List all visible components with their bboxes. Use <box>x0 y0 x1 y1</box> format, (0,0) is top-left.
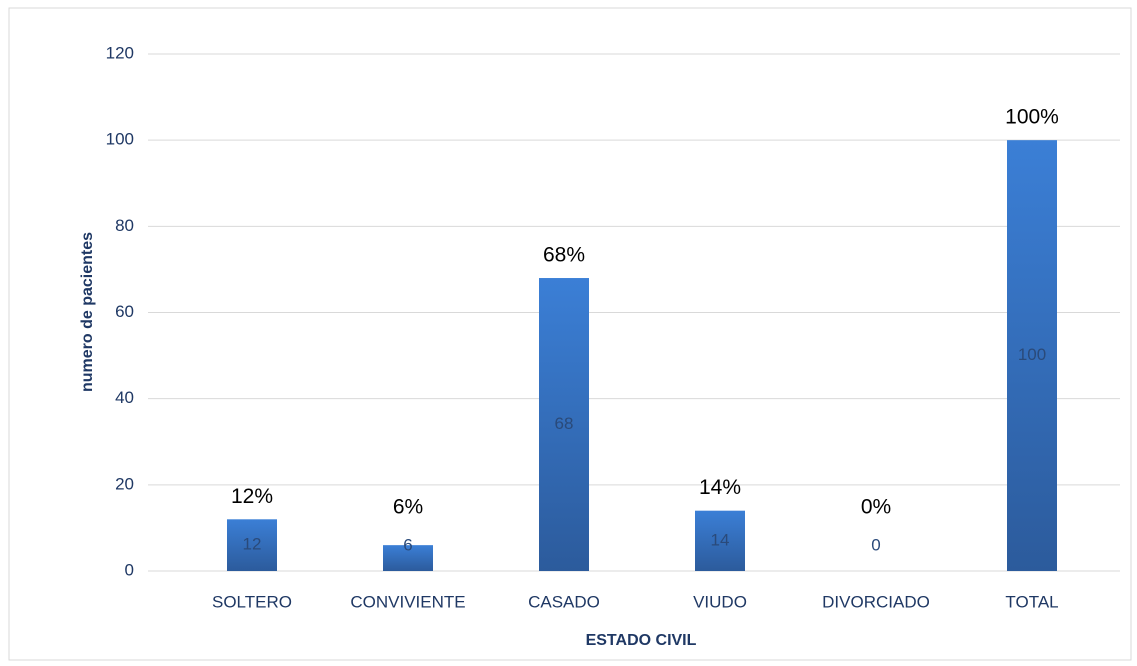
bar-value-label: 6 <box>403 535 412 554</box>
bar-percent-label: 6% <box>393 496 423 519</box>
bar-percent-label: 100% <box>1005 106 1059 129</box>
y-tick-label: 20 <box>115 474 134 493</box>
bar-value-label: 12 <box>243 535 262 554</box>
y-tick-label: 100 <box>106 130 134 149</box>
x-tick-label: TOTAL <box>1005 592 1058 611</box>
x-tick-label: VIUDO <box>693 592 747 611</box>
y-tick-label: 40 <box>115 388 134 407</box>
bar-value-label: 0 <box>871 535 880 554</box>
x-tick-label: DIVORCIADO <box>822 592 930 611</box>
y-tick-label: 80 <box>115 216 134 235</box>
bar-percent-label: 0% <box>861 496 891 519</box>
bar-percent-label: 68% <box>543 244 585 267</box>
bar <box>539 278 589 571</box>
y-tick-label: 120 <box>106 43 134 62</box>
y-axis-title: numero de pacientes <box>79 232 96 392</box>
x-tick-label: CASADO <box>528 592 600 611</box>
bar <box>227 519 277 571</box>
y-tick-label: 0 <box>125 560 134 579</box>
y-tick-label: 60 <box>115 302 134 321</box>
bar-value-label: 68 <box>555 414 574 433</box>
bar-value-label: 14 <box>711 530 730 549</box>
x-tick-label: SOLTERO <box>212 592 292 611</box>
bar <box>1007 140 1057 571</box>
bar <box>383 545 433 571</box>
x-tick-label: CONVIVIENTE <box>350 592 465 611</box>
bar-percent-label: 14% <box>699 476 741 499</box>
bar <box>695 510 745 571</box>
x-axis-title: ESTADO CIVIL <box>586 632 697 649</box>
bar-percent-label: 12% <box>231 485 273 508</box>
bar-value-label: 100 <box>1018 345 1046 364</box>
